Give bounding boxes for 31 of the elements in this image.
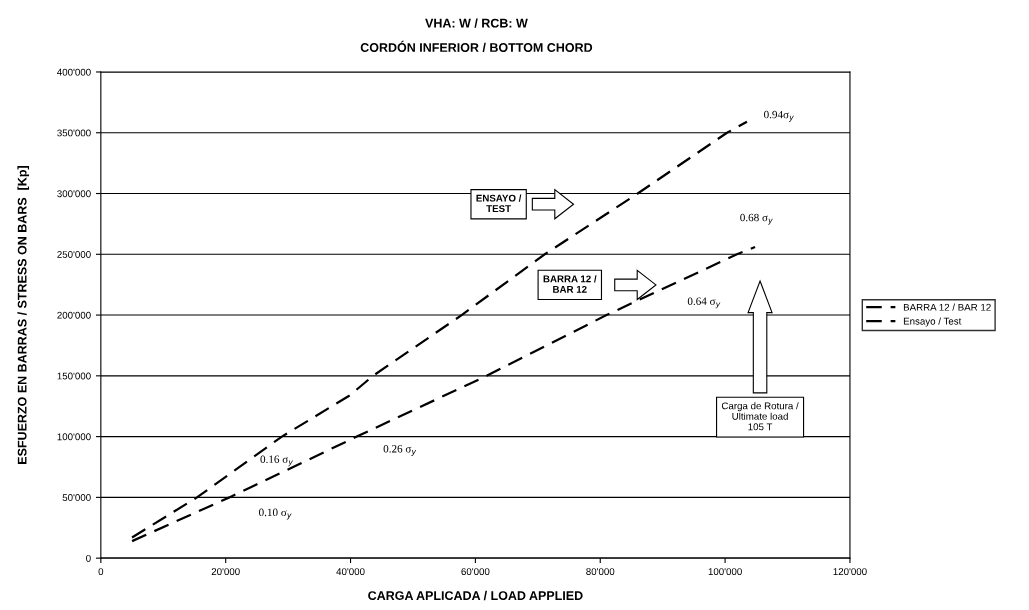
y-axis-title: ESFUERZO EN BARRAS / STRESS ON BARS [Kp]: [17, 166, 30, 464]
legend-label: BARRA 12 / BAR 12: [903, 303, 991, 311]
annotation: 0.68 σ$_{y}$: [740, 213, 773, 225]
y-tick-label: 350'000: [57, 129, 91, 137]
x-tick-label: 20'000: [211, 568, 240, 576]
annotation: Carga de Rotura / Ultimate load 105 T: [721, 402, 799, 431]
x-tick-label: 40'000: [336, 568, 365, 576]
annotation: BARRA 12 / BAR 12: [543, 275, 597, 293]
x-tick-label: 120'000: [833, 568, 867, 576]
y-tick-label: 0: [86, 554, 91, 562]
legend-label: Ensayo / Test: [903, 317, 962, 327]
x-tick-label: 100'000: [708, 568, 742, 576]
x-axis-title: CARGA APLICADA / LOAD APPLIED: [368, 590, 583, 601]
annotation: 0.10 σ$_{y}$: [259, 508, 292, 520]
y-tick-label: 400'000: [57, 68, 91, 76]
annotation: ENSAYO / TEST: [476, 194, 522, 213]
annotation: 0.16 σ$_{y}$: [260, 455, 294, 467]
y-tick-label: 100'000: [57, 433, 91, 441]
annotation: 0.26 σ$_{y}$: [383, 445, 417, 456]
chart-title: VHA: W / RCB: W: [425, 18, 528, 28]
annotation: 0.64 σ$_{y}$: [687, 297, 721, 309]
x-tick-label: 0: [98, 568, 104, 576]
y-tick-label: 200'000: [57, 311, 91, 319]
y-tick-label: 300'000: [57, 190, 91, 198]
y-tick-label: 250'000: [57, 251, 91, 258]
annotation: 0.94σ$_{y}$: [764, 110, 794, 122]
x-tick-label: 80'000: [586, 568, 615, 576]
chart-subtitle: CORDÓN INFERIOR / BOTTOM CHORD: [360, 40, 593, 53]
x-tick-label: 60'000: [461, 568, 490, 576]
y-tick-label: 50'000: [62, 494, 91, 501]
y-tick-label: 150'000: [57, 372, 91, 380]
